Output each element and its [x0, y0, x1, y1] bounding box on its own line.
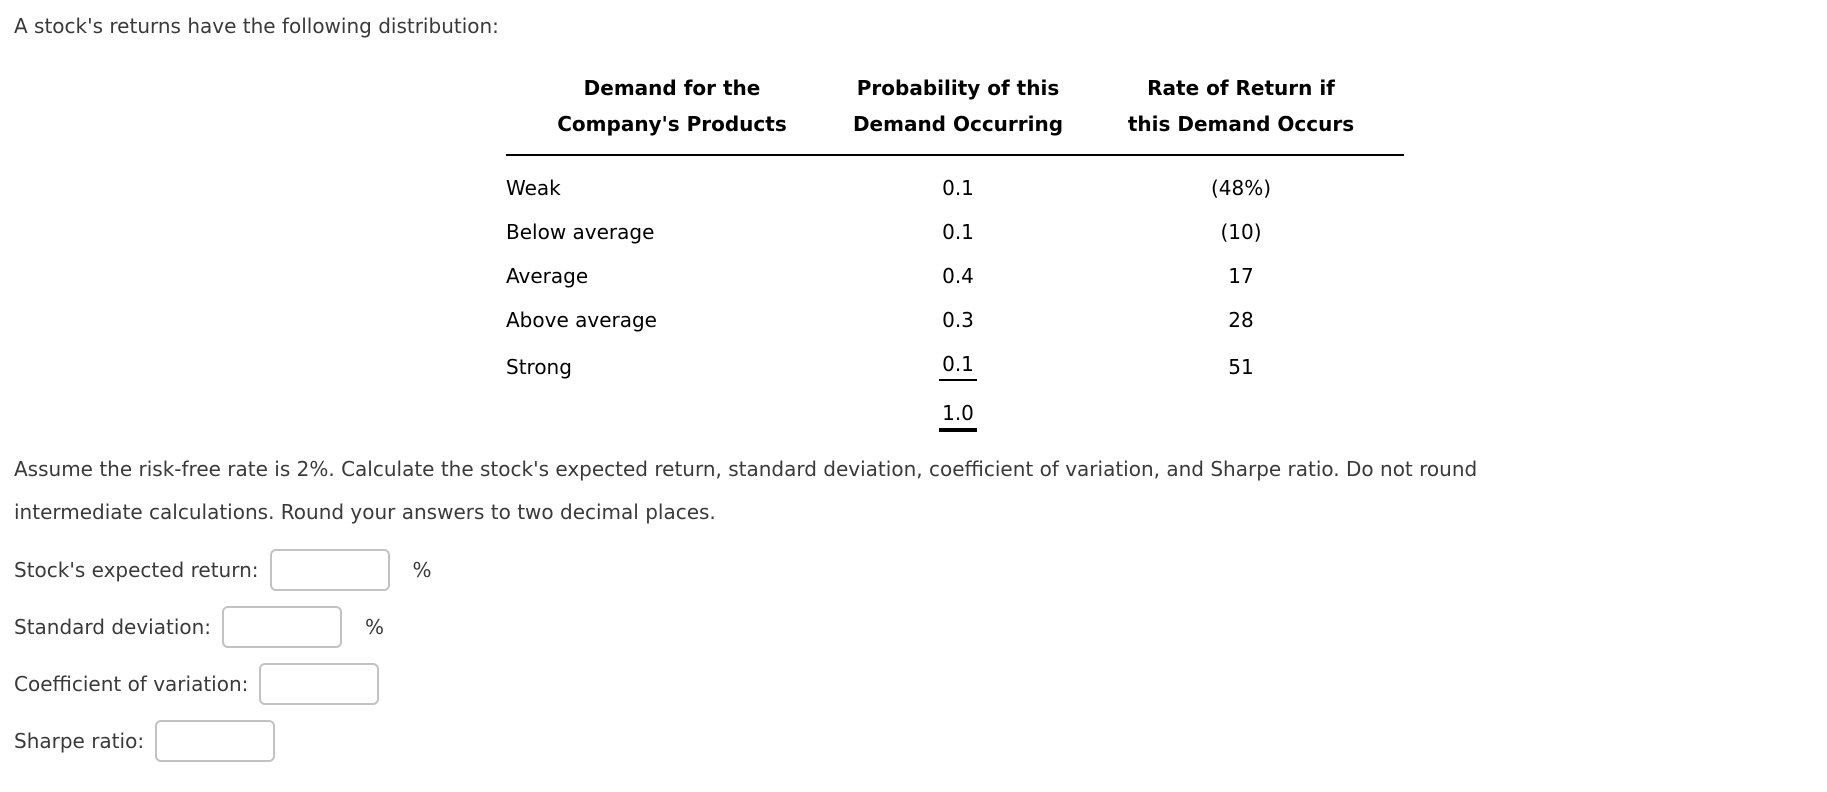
table-row-strong: Strong 0.1 51	[506, 332, 1404, 381]
header-demand-line2: Company's Products	[557, 112, 787, 136]
table-row-total: 1.0	[506, 381, 1404, 432]
probability-cell: 0.1	[838, 332, 1078, 381]
header-rate: Rate of Return if this Demand Occurs	[1078, 70, 1404, 156]
probability-cell: 0.1	[942, 220, 974, 244]
answer-row-sharpe-ratio: Sharpe ratio:	[14, 720, 1813, 762]
answer-row-expected-return: Stock's expected return: %	[14, 549, 1813, 591]
probability-total-cell: 1.0	[838, 381, 1078, 432]
coefficient-of-variation-label: Coefficient of variation:	[14, 672, 249, 696]
empty-cell	[506, 381, 838, 432]
header-rate-line2: this Demand Occurs	[1127, 112, 1355, 136]
table-row-below-average: Below average 0.1 (10)	[506, 200, 1404, 244]
coefficient-of-variation-input[interactable]	[259, 663, 380, 705]
sharpe-ratio-input[interactable]	[155, 720, 276, 762]
header-probability-line2: Demand Occurring	[852, 112, 1064, 136]
question-instructions: Assume the risk-free rate is 2%. Calcula…	[14, 448, 1813, 534]
standard-deviation-input[interactable]	[222, 606, 343, 648]
table-body: Weak 0.1 (48%) Below average 0.1 (10) Av…	[506, 155, 1404, 432]
percent-sign: %	[365, 615, 385, 639]
rate-cell: 17	[1228, 264, 1254, 288]
table-header-row: Demand for the Company's Products Probab…	[506, 70, 1404, 156]
question-intro: A stock's returns have the following dis…	[14, 14, 499, 38]
demand-cell: Strong	[506, 354, 572, 379]
sharpe-ratio-label: Sharpe ratio:	[14, 729, 145, 753]
answer-row-standard-deviation: Standard deviation: %	[14, 606, 1813, 648]
table-header: Demand for the Company's Products Probab…	[506, 70, 1404, 156]
demand-cell: Below average	[506, 220, 655, 244]
answer-row-coefficient-of-variation: Coefficient of variation:	[14, 663, 1813, 705]
probability-sum-underlined: 0.1	[939, 352, 977, 381]
header-probability: Probability of this Demand Occurring	[838, 70, 1078, 156]
percent-sign: %	[412, 558, 432, 582]
empty-cell	[1078, 381, 1404, 432]
header-demand-line1: Demand for the	[583, 76, 761, 100]
header-rate-line1: Rate of Return if	[1147, 76, 1335, 100]
probability-total-underlined: 1.0	[939, 401, 977, 432]
probability-cell: 0.3	[942, 308, 974, 332]
rate-cell: (10)	[1220, 220, 1262, 244]
instructions-line2: intermediate calculations. Round your an…	[14, 500, 716, 524]
standard-deviation-label: Standard deviation:	[14, 615, 212, 639]
header-probability-line1: Probability of this	[856, 76, 1060, 100]
expected-return-label: Stock's expected return:	[14, 558, 259, 582]
rate-cell: 28	[1228, 308, 1254, 332]
demand-cell: Average	[506, 264, 589, 288]
answer-section: Stock's expected return: % Standard devi…	[14, 549, 1813, 762]
rate-cell: 51	[1228, 354, 1254, 379]
returns-distribution-table: Demand for the Company's Products Probab…	[506, 70, 1404, 432]
probability-cell: 0.1	[942, 176, 974, 200]
expected-return-input[interactable]	[269, 549, 390, 591]
demand-cell: Weak	[506, 176, 561, 200]
table-row-weak: Weak 0.1 (48%)	[506, 155, 1404, 200]
probability-cell: 0.4	[942, 264, 974, 288]
table-row-above-average: Above average 0.3 28	[506, 288, 1404, 332]
rate-cell: (48%)	[1210, 176, 1272, 200]
demand-cell: Above average	[506, 308, 657, 332]
instructions-line1: Assume the risk-free rate is 2%. Calcula…	[14, 457, 1478, 481]
table-row-average: Average 0.4 17	[506, 244, 1404, 288]
header-demand: Demand for the Company's Products	[506, 70, 838, 156]
